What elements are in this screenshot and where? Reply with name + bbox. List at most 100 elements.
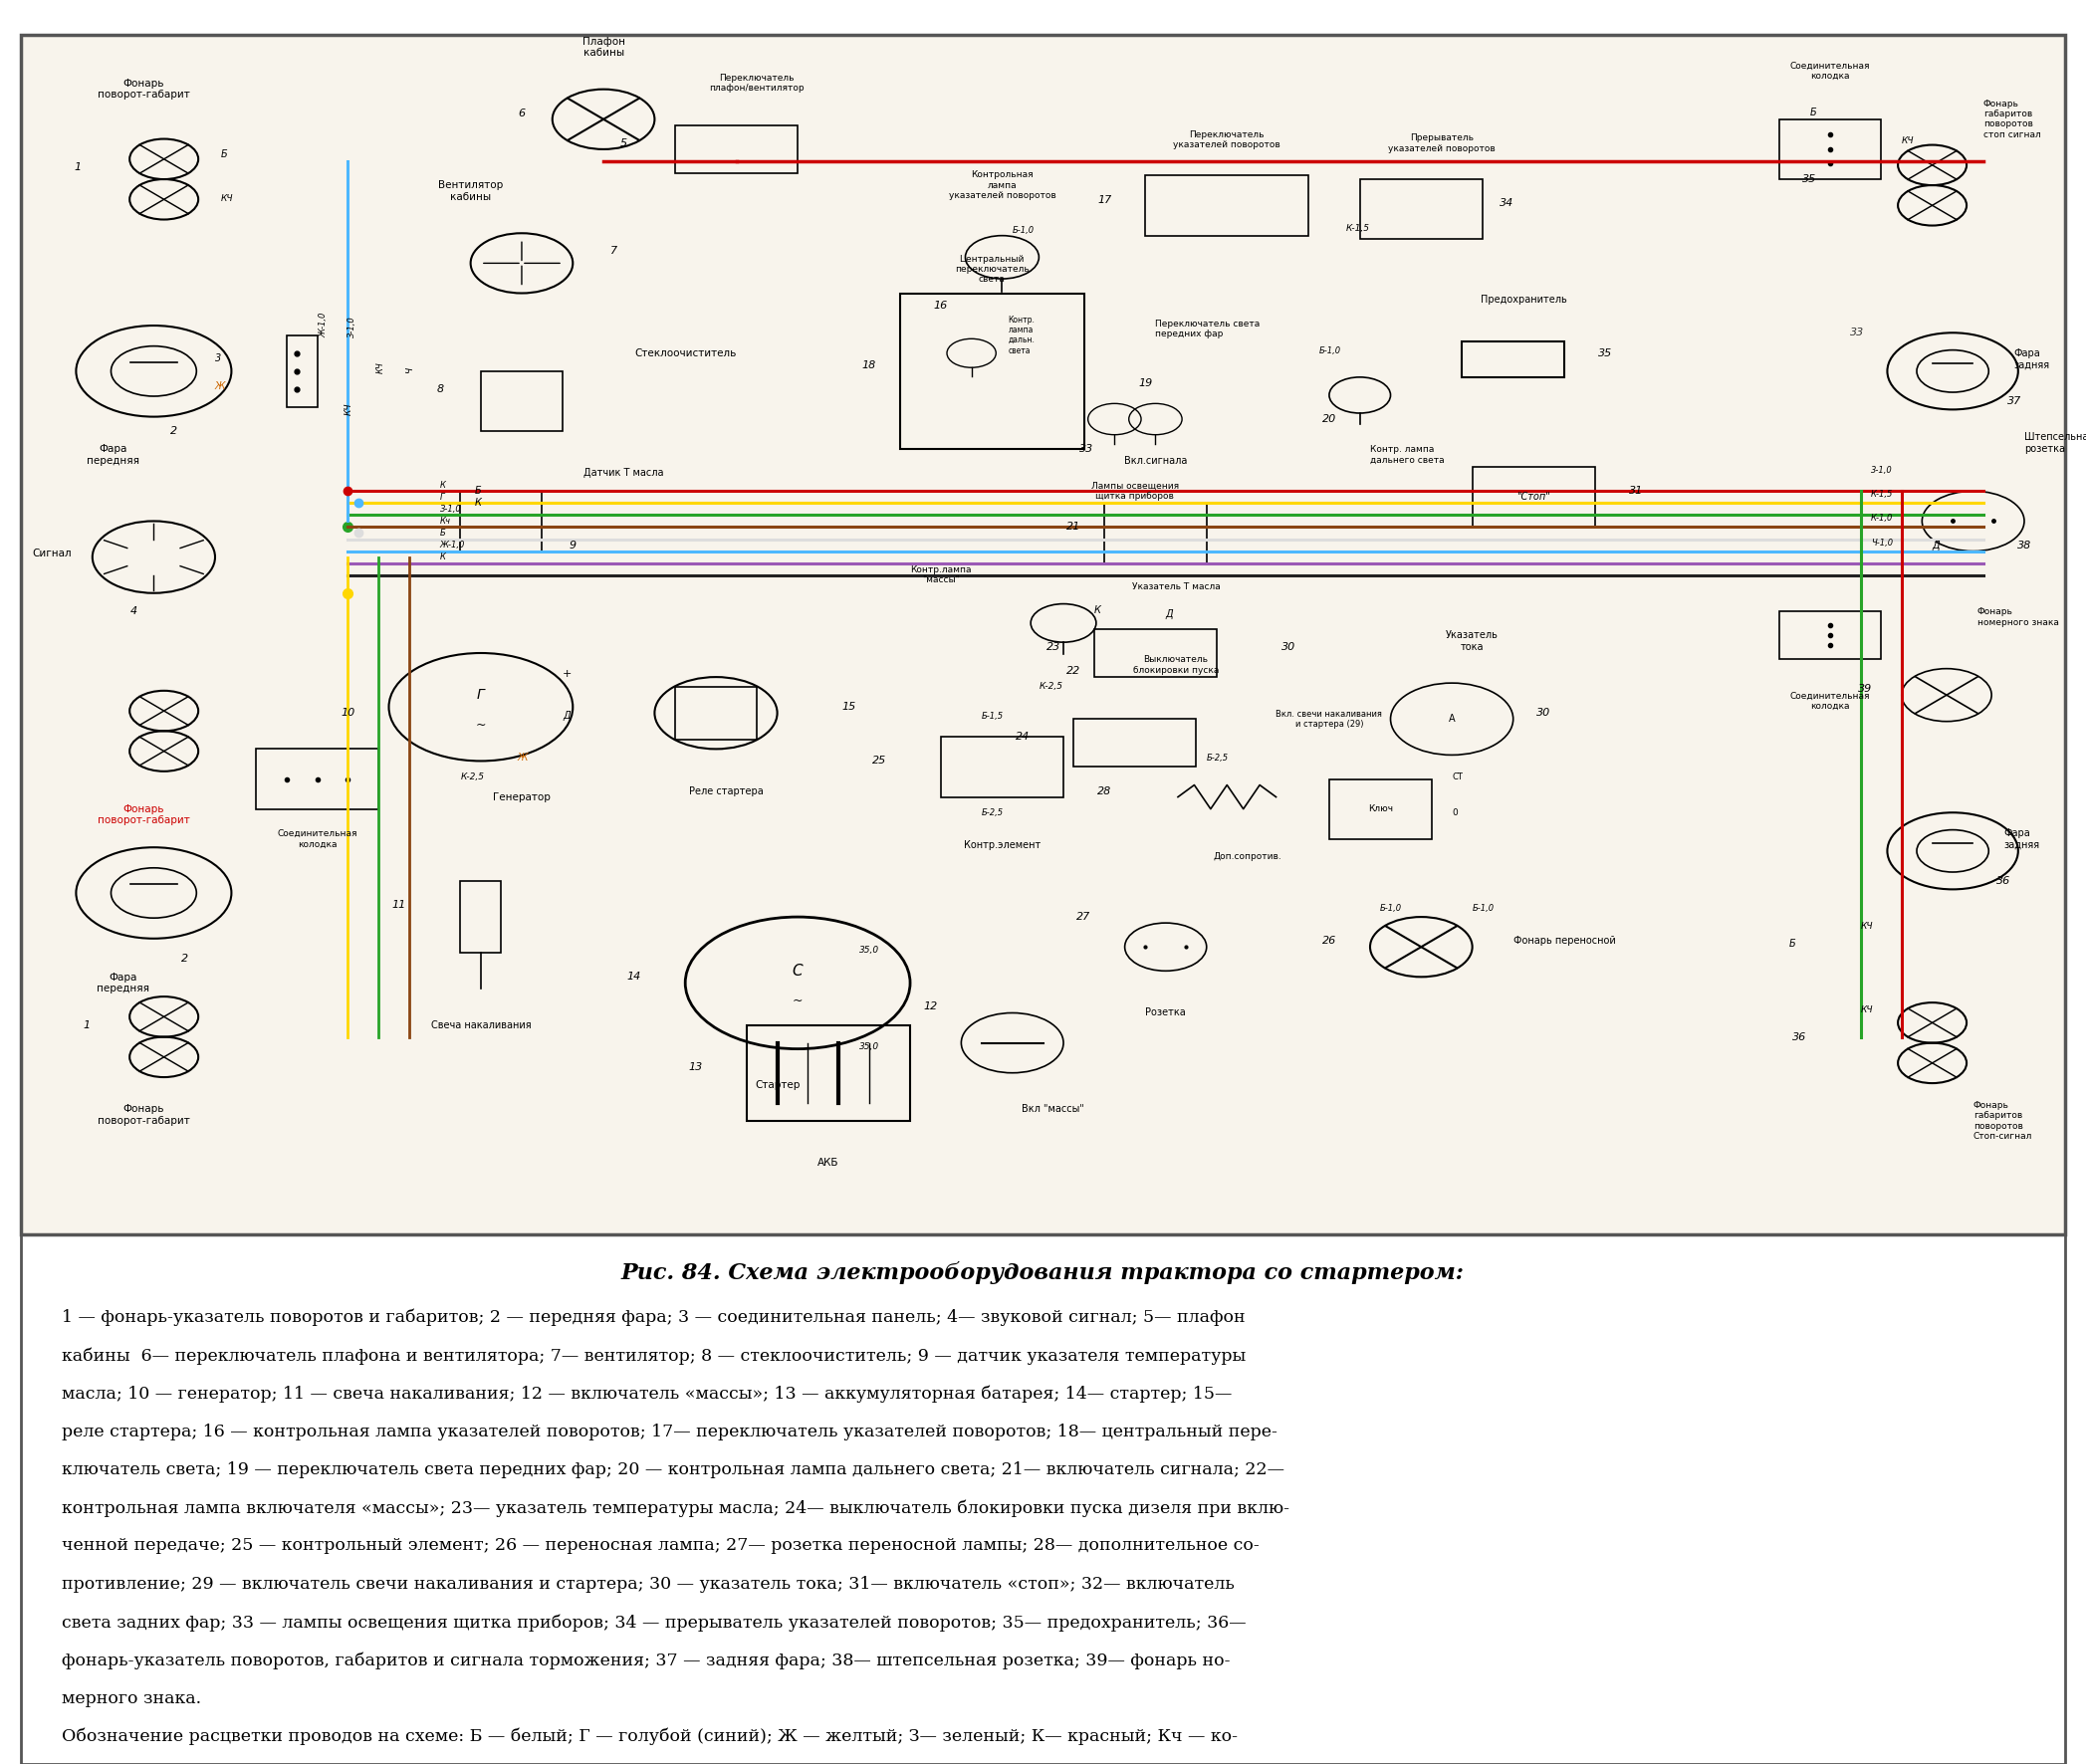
Text: Соединительная
колодка: Соединительная колодка xyxy=(277,829,357,848)
Text: Датчик Т масла: Датчик Т масла xyxy=(584,467,663,478)
Text: Ж: Ж xyxy=(517,753,528,764)
Text: света задних фар; 33 — лампы освещения щитка приборов; 34 — прерыватель указател: света задних фар; 33 — лампы освещения щ… xyxy=(63,1614,1245,1632)
Bar xyxy=(1779,610,1882,660)
Text: Сигнал: Сигнал xyxy=(33,549,73,559)
Text: кабины  6— переключатель плафона и вентилятора; 7— вентилятор; 8 — стеклоочистит: кабины 6— переключатель плафона и вентил… xyxy=(63,1348,1245,1364)
Text: КЧ: КЧ xyxy=(378,362,386,374)
Text: Переключатель
плафон/вентилятор: Переключатель плафон/вентилятор xyxy=(709,74,805,93)
Bar xyxy=(747,1025,909,1120)
Text: 31: 31 xyxy=(1629,487,1644,496)
Text: 16: 16 xyxy=(935,300,947,310)
Text: К-2,5: К-2,5 xyxy=(1039,683,1062,691)
Text: К-1,5: К-1,5 xyxy=(1345,224,1368,233)
Text: Плафон
кабины: Плафон кабины xyxy=(582,37,626,58)
Text: Ч: Ч xyxy=(405,367,415,374)
Text: Переключатель света
передних фар: Переключатель света передних фар xyxy=(1156,319,1260,339)
Text: Фонарь
габаритов
поворотов
стоп сигнал: Фонарь габаритов поворотов стоп сигнал xyxy=(1984,99,2040,139)
Text: КЧ: КЧ xyxy=(344,402,353,415)
Text: 7: 7 xyxy=(609,247,617,256)
Text: ~: ~ xyxy=(476,718,486,732)
Text: Фонарь
поворот-габарит: Фонарь поворот-габарит xyxy=(98,804,190,826)
Text: Б-1,5: Б-1,5 xyxy=(983,713,1003,721)
Text: 18: 18 xyxy=(862,360,876,370)
Text: К-1,0: К-1,0 xyxy=(1871,513,1894,524)
Text: 4: 4 xyxy=(129,607,138,616)
Text: 35,0: 35,0 xyxy=(859,946,878,954)
Text: 28: 28 xyxy=(1097,787,1112,796)
Text: С: С xyxy=(793,963,803,979)
Text: 15: 15 xyxy=(841,702,855,713)
Text: АКБ: АКБ xyxy=(818,1157,839,1168)
Text: Контр.
лампа
дальн.
света: Контр. лампа дальн. света xyxy=(1008,316,1035,355)
Text: К-2,5: К-2,5 xyxy=(461,773,484,781)
Text: Ключ: Ключ xyxy=(1368,804,1393,813)
Text: 1 — фонарь-указатель поворотов и габаритов; 2 — передняя фара; 3 — соединительна: 1 — фонарь-указатель поворотов и габарит… xyxy=(63,1309,1245,1327)
Bar xyxy=(1103,503,1206,563)
Text: 1: 1 xyxy=(75,162,81,173)
Text: +: + xyxy=(563,669,572,679)
Text: 37: 37 xyxy=(2007,397,2021,406)
Text: Вентилятор
кабины: Вентилятор кабины xyxy=(438,180,503,201)
Text: К-1,5: К-1,5 xyxy=(1871,490,1894,499)
Text: Б-1,0: Б-1,0 xyxy=(1318,346,1341,355)
Text: Б-2,5: Б-2,5 xyxy=(1206,753,1229,764)
Text: Фара
передняя: Фара передняя xyxy=(86,445,140,466)
Text: Розетка: Розетка xyxy=(1145,1007,1187,1018)
Bar xyxy=(676,125,797,173)
Text: 25: 25 xyxy=(872,757,887,766)
Text: 11: 11 xyxy=(392,900,407,910)
Text: 34: 34 xyxy=(1500,198,1514,208)
Text: 30: 30 xyxy=(1281,642,1295,653)
Text: 21: 21 xyxy=(1066,522,1081,533)
Text: К: К xyxy=(476,497,482,508)
Text: 2: 2 xyxy=(171,427,177,436)
Text: Стартер: Стартер xyxy=(755,1080,799,1090)
Text: Фара
задняя: Фара задняя xyxy=(2015,349,2051,370)
Text: 14: 14 xyxy=(628,972,640,983)
Text: Фара
передняя: Фара передняя xyxy=(96,972,150,993)
Bar xyxy=(1074,720,1197,767)
Text: Контр. лампа
дальнего света: Контр. лампа дальнего света xyxy=(1371,446,1444,464)
Text: Указатель Т масла: Указатель Т масла xyxy=(1133,582,1220,591)
Text: 9: 9 xyxy=(569,540,576,550)
Text: 2: 2 xyxy=(181,954,188,963)
Text: КЧ: КЧ xyxy=(221,194,234,203)
Text: Д: Д xyxy=(1932,542,1940,550)
Text: 19: 19 xyxy=(1139,377,1151,388)
Text: 30: 30 xyxy=(1537,707,1552,718)
Text: Ж-1,0: Ж-1,0 xyxy=(319,312,328,337)
Bar xyxy=(482,370,563,430)
Text: 36: 36 xyxy=(1996,877,2011,886)
Text: Выключатель
блокировки пуска: Выключатель блокировки пуска xyxy=(1133,656,1218,674)
Text: 17: 17 xyxy=(1097,194,1112,205)
Text: Г: Г xyxy=(440,492,444,501)
Bar xyxy=(1095,630,1216,677)
Bar xyxy=(676,686,757,739)
Text: Ч-1,0: Ч-1,0 xyxy=(1871,538,1892,547)
Text: Контрольная
лампа
указателей поворотов: Контрольная лампа указателей поворотов xyxy=(949,171,1056,199)
Text: 33: 33 xyxy=(1850,326,1865,337)
Text: 26: 26 xyxy=(1323,937,1337,946)
Text: Рис. 84. Схема электрооборудования трактора со стартером:: Рис. 84. Схема электрооборудования тракт… xyxy=(622,1261,1464,1284)
Text: Предохранитель: Предохранитель xyxy=(1481,295,1567,303)
Text: контрольная лампа включателя «массы»; 23— указатель температуры масла; 24— выклю: контрольная лампа включателя «массы»; 23… xyxy=(63,1499,1289,1517)
Text: Стеклоочиститель: Стеклоочиститель xyxy=(634,348,736,358)
Bar xyxy=(1779,120,1882,180)
Text: 0: 0 xyxy=(1452,808,1458,817)
Text: 33: 33 xyxy=(1078,445,1093,453)
Bar xyxy=(1360,180,1483,240)
Text: 1: 1 xyxy=(83,1020,90,1030)
Bar xyxy=(461,880,501,953)
Text: Свеча накаливания: Свеча накаливания xyxy=(430,1020,532,1030)
Text: Генератор: Генератор xyxy=(492,792,551,803)
Text: фонарь-указатель поворотов, габаритов и сигнала торможения; 37 — задняя фара; 38: фонарь-указатель поворотов, габаритов и … xyxy=(63,1651,1231,1669)
Text: Б: Б xyxy=(1790,938,1796,949)
Text: Фара
задняя: Фара задняя xyxy=(2005,829,2040,850)
Text: 5: 5 xyxy=(620,138,628,148)
Text: Контр.элемент: Контр.элемент xyxy=(964,840,1041,850)
Text: КЧ: КЧ xyxy=(1861,1005,1873,1014)
Bar xyxy=(1145,176,1308,236)
Text: Б: Б xyxy=(440,529,446,538)
Text: Фонарь
габаритов
поворотов
Стоп-сигнал: Фонарь габаритов поворотов Стоп-сигнал xyxy=(1973,1101,2032,1141)
Text: Б: Б xyxy=(476,485,482,496)
